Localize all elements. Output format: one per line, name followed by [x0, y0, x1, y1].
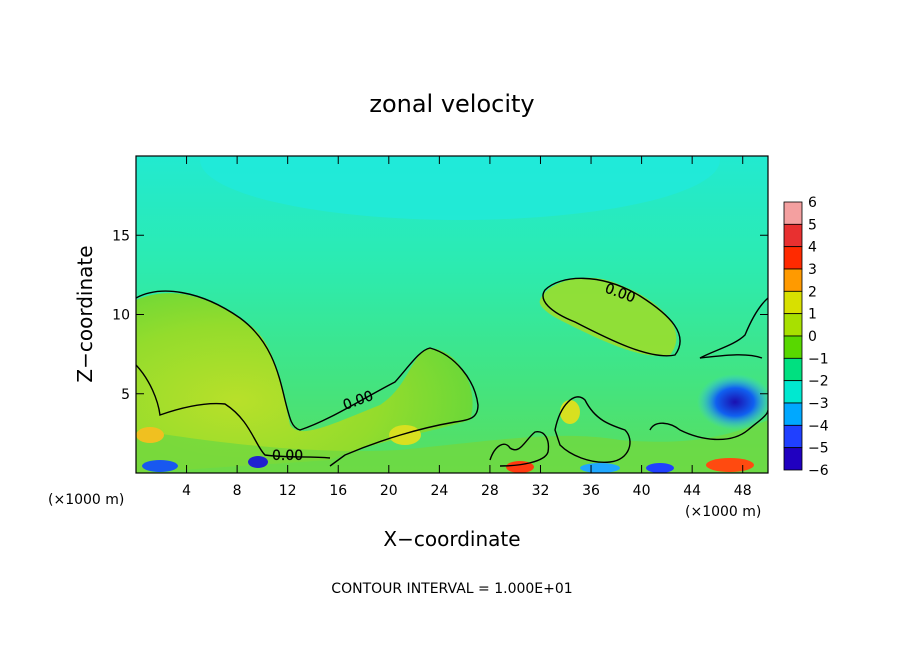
colorbar-swatch [783, 201, 803, 225]
x-tick-label: 4 [182, 483, 191, 499]
negative-core-right [697, 374, 768, 430]
colorbar-label: −6 [808, 463, 829, 479]
colorbar-swatch [783, 380, 803, 404]
contour-zero-bottom-1 [554, 396, 631, 463]
x-tick-label: 24 [430, 483, 448, 499]
x-tick-label: 28 [481, 483, 499, 499]
x-tick-label: 36 [582, 483, 600, 499]
x-axis-unit-left: (×1000 m) [48, 492, 124, 508]
x-tick-label: 8 [233, 483, 242, 499]
contour-zero-left [136, 290, 479, 467]
colorbar-swatch [783, 357, 803, 382]
colorbar-label: 3 [808, 262, 817, 278]
chart-title: zonal velocity [369, 90, 534, 118]
colorbar-label: −5 [808, 441, 829, 457]
x-tick-label: 20 [380, 483, 398, 499]
y-tick-label: 15 [112, 228, 130, 244]
contour-label-2: 0.00 [272, 448, 303, 464]
x-axis: 4 8 12 16 20 24 28 32 36 40 44 48 [182, 156, 752, 499]
colorbar-label: 1 [808, 307, 817, 323]
colorbar-label: −4 [808, 418, 829, 434]
colorbar-swatch [783, 447, 803, 471]
colorbar-swatch [783, 246, 803, 270]
colorbar-label: 2 [808, 284, 817, 300]
positive-spot-yellow-3 [560, 400, 580, 424]
y-tick-label: 5 [121, 387, 130, 403]
colorbar-label: −2 [808, 374, 829, 390]
x-tick-label: 44 [683, 483, 701, 499]
colorbar-label: 0 [808, 329, 817, 345]
colorbar-swatch [783, 223, 803, 248]
negative-spot-3 [646, 463, 674, 473]
colorbar-label: 4 [808, 240, 817, 256]
x-tick-label: 32 [532, 483, 550, 499]
contour-interval-note: CONTOUR INTERVAL = 1.000E+01 [331, 581, 572, 597]
negative-spot-2 [142, 460, 178, 472]
colorbar-label: −1 [808, 351, 829, 367]
x-tick-label: 16 [329, 483, 347, 499]
colorbar-swatch [783, 424, 803, 449]
y-axis-label: Z−coordinate [73, 245, 97, 382]
negative-spot-1 [248, 456, 268, 468]
plot-area: 0.00 0.00 0.00 [136, 156, 768, 473]
x-tick-label: 12 [279, 483, 297, 499]
contour-zero-bottom-2 [649, 409, 768, 441]
colorbar-label: −3 [808, 396, 829, 412]
x-axis-label: X−coordinate [383, 527, 520, 551]
x-tick-label: 40 [633, 483, 651, 499]
contour-zero-right-loop [542, 277, 681, 357]
colorbar: 6 5 4 3 2 1 0 −1 −2 −3 −4 −5 −6 [783, 195, 829, 479]
positive-region-left [136, 293, 473, 473]
x-axis-unit-right: (×1000 m) [685, 504, 761, 520]
colorbar-swatch [783, 335, 803, 359]
colorbar-label: 5 [808, 217, 817, 233]
positive-spot-yellow-2 [389, 425, 421, 445]
negative-spot-4 [580, 463, 620, 473]
contour-zero-bottom-3 [489, 431, 550, 467]
colorbar-swatch [783, 313, 803, 337]
upper-cyan-region [200, 156, 720, 220]
colorbar-label: 6 [808, 195, 817, 211]
contour-zero-left-inner [136, 364, 331, 459]
lower-mixed-band [136, 420, 768, 473]
x-tick-label: 48 [734, 483, 752, 499]
colorbar-swatch [783, 402, 803, 426]
positive-spot-yellow-1 [136, 427, 164, 443]
colorbar-swatch [783, 290, 803, 315]
contour-zero-right-top [699, 297, 768, 359]
colorbar-swatch [783, 268, 803, 292]
y-axis: 5 10 15 [112, 228, 768, 403]
y-tick-label: 10 [112, 308, 130, 324]
positive-spot-red-2 [706, 458, 754, 472]
